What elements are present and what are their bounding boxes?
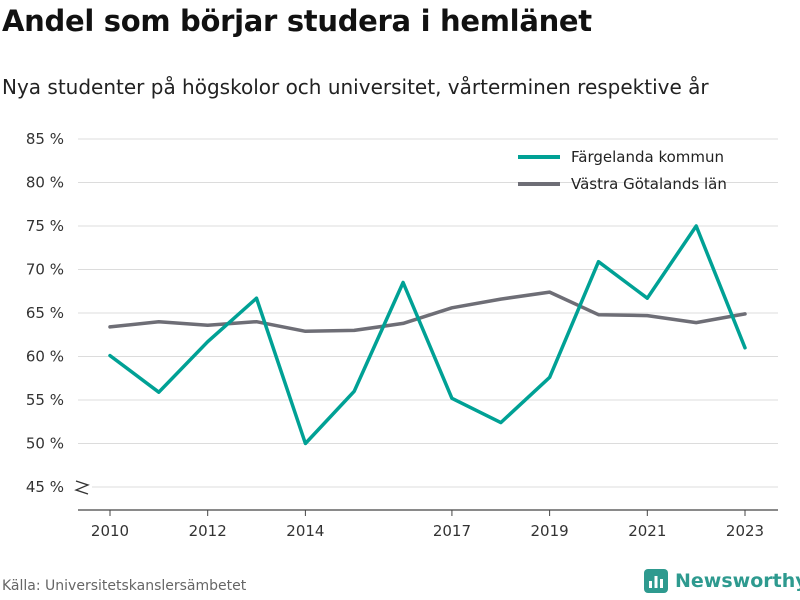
x-tick-label: 2012 <box>189 522 227 540</box>
x-tick-label: 2010 <box>91 522 129 540</box>
brand-name: Newsworthy <box>675 570 800 592</box>
chart-title: Andel som börjar studera i hemlänet <box>2 4 592 38</box>
legend: Färgelanda kommun Västra Götalands län <box>518 148 727 193</box>
legend-label: Västra Götalands län <box>571 175 727 193</box>
y-tick-label: 50 % <box>26 435 64 453</box>
x-tick-label: 2019 <box>531 522 569 540</box>
x-tick-label: 2017 <box>433 522 471 540</box>
legend-label: Färgelanda kommun <box>571 148 724 166</box>
bar-chart-icon <box>644 569 668 593</box>
y-tick-label: 70 % <box>26 261 64 279</box>
source-note: Källa: Universitetskanslersämbetet <box>2 578 247 594</box>
x-tick-label: 2021 <box>628 522 666 540</box>
y-tick-label: 65 % <box>26 304 64 322</box>
y-tick-label: 80 % <box>26 174 64 192</box>
y-tick-label: 45 % <box>26 478 64 496</box>
y-tick-label: 60 % <box>26 348 64 366</box>
series-line <box>108 224 747 446</box>
x-tick-label: 2023 <box>726 522 764 540</box>
y-tick-label: 85 % <box>26 130 64 148</box>
y-tick-label: 55 % <box>26 391 64 409</box>
y-tick-label: 75 % <box>26 217 64 235</box>
series-line <box>108 290 747 334</box>
brand-logo: Newsworthy <box>644 569 800 593</box>
series-lines <box>108 224 747 446</box>
chart-subtitle: Nya studenter på högskolor och universit… <box>2 75 709 99</box>
x-tick-label: 2014 <box>286 522 324 540</box>
axis-break-icon <box>74 480 90 495</box>
axes: 45 % 50 % 55 % 60 % 65 % 70 % 75 % 80 % 85 % 2010… <box>26 130 778 540</box>
